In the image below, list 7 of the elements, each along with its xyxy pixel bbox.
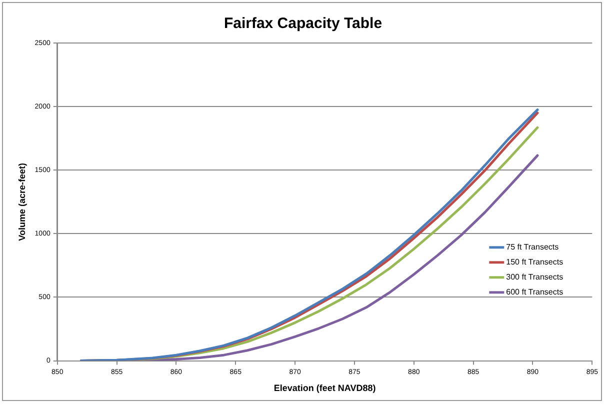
- y-axis-title: Volume (acre-feet): [16, 162, 27, 241]
- chart-title: Fairfax Capacity Table: [224, 15, 382, 32]
- legend-label: 75 ft Transects: [506, 242, 559, 252]
- legend-label: 300 ft Transects: [506, 272, 564, 282]
- legend-label: 150 ft Transects: [506, 258, 564, 267]
- legend-label: 600 ft Transects: [506, 288, 564, 297]
- x-axis-title: Elevation (feet NAVD88): [274, 383, 376, 394]
